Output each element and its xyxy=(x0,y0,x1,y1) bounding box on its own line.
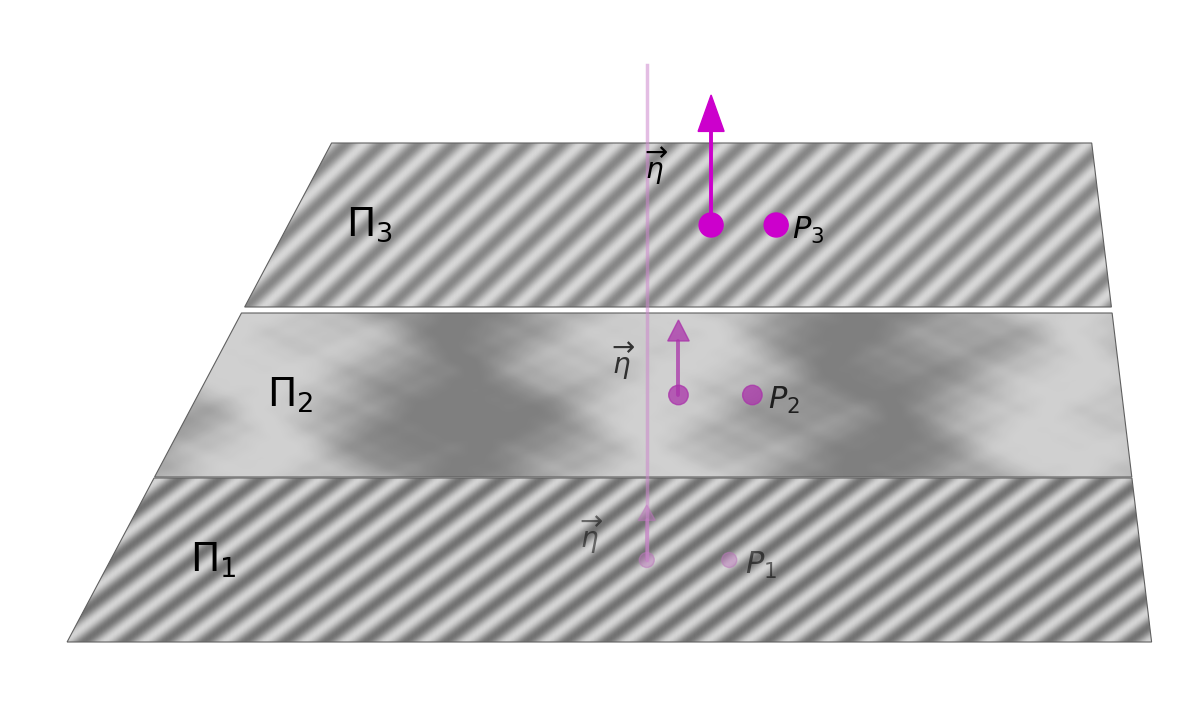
Text: $\overrightarrow{\eta}$: $\overrightarrow{\eta}$ xyxy=(612,340,635,382)
Circle shape xyxy=(764,213,788,237)
Circle shape xyxy=(700,213,724,237)
Polygon shape xyxy=(667,320,689,341)
Polygon shape xyxy=(698,95,724,132)
Circle shape xyxy=(743,385,762,404)
Text: $P_2$: $P_2$ xyxy=(768,384,800,416)
Circle shape xyxy=(721,553,737,567)
Text: $\Pi_2$: $\Pi_2$ xyxy=(267,375,313,414)
Circle shape xyxy=(669,385,688,404)
Text: $\overrightarrow{\eta}$: $\overrightarrow{\eta}$ xyxy=(580,515,603,556)
Circle shape xyxy=(640,553,654,567)
Text: $\Pi_1$: $\Pi_1$ xyxy=(190,540,237,580)
Text: $\overrightarrow{\eta}$: $\overrightarrow{\eta}$ xyxy=(645,146,667,187)
Text: $P_1$: $P_1$ xyxy=(745,550,777,580)
Text: $P_3$: $P_3$ xyxy=(792,214,824,246)
Text: $\Pi_3$: $\Pi_3$ xyxy=(346,206,392,244)
Polygon shape xyxy=(639,505,655,520)
